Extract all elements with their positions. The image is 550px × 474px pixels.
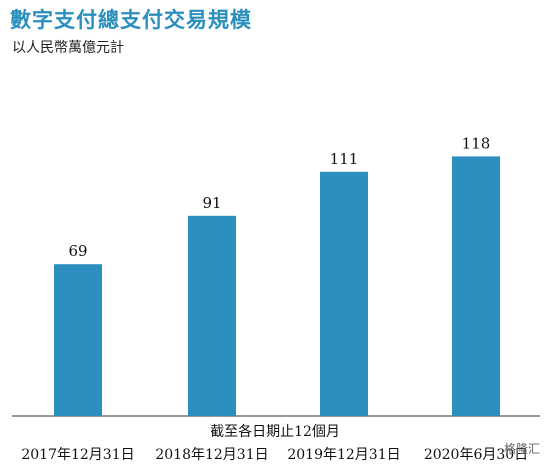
watermark-text: 格隆汇	[503, 442, 540, 456]
bar-1	[54, 264, 102, 416]
chart-title: 數字支付總支付交易規模	[10, 8, 252, 32]
x-tick-label-1: 2017年12月31日	[21, 447, 134, 463]
bar-3	[320, 171, 368, 416]
bar-2	[188, 215, 236, 416]
x-tick-label-2: 2018年12月31日	[155, 447, 268, 463]
x-tick-label-4: 2020年6月30日	[424, 447, 528, 463]
x-tick-label-3: 2019年12月31日	[287, 447, 400, 463]
x-axis-label: 截至各日期止12個月	[210, 424, 340, 440]
data-label-4: 118	[462, 134, 491, 152]
chart-subtitle: 以人民幣萬億元計	[12, 40, 124, 56]
data-label-1: 69	[68, 242, 87, 260]
bar-4	[452, 156, 500, 416]
data-label-3: 111	[330, 150, 359, 168]
data-label-2: 91	[202, 194, 221, 212]
